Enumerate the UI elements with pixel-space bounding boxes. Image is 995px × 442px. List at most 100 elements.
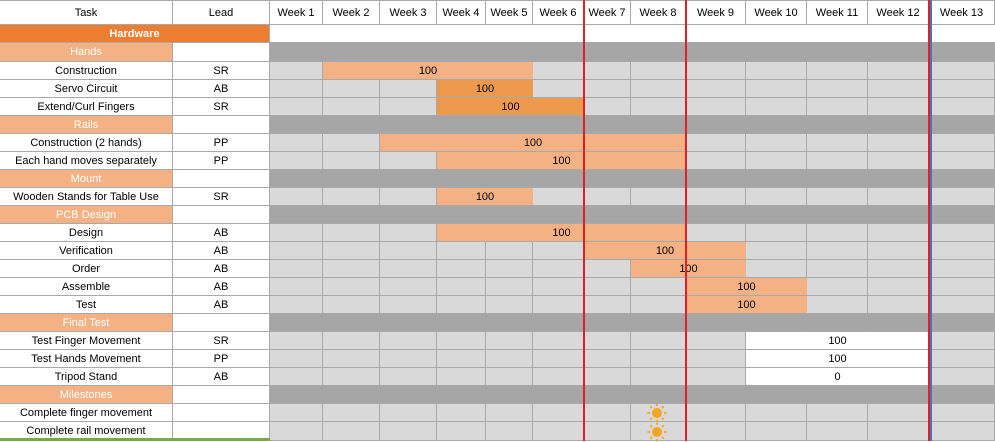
- section-label[interactable]: Mount: [0, 170, 173, 188]
- section-band-cell[interactable]: [323, 206, 380, 224]
- section-band-cell[interactable]: [868, 170, 929, 188]
- week-cell[interactable]: [380, 404, 437, 422]
- week-cell[interactable]: [807, 134, 868, 152]
- week-cell[interactable]: [486, 404, 533, 422]
- week-cell[interactable]: [533, 80, 584, 98]
- task-name[interactable]: Test Finger Movement: [0, 332, 173, 350]
- task-bar[interactable]: 100: [437, 152, 686, 170]
- week-cell[interactable]: [807, 296, 868, 314]
- week-cell[interactable]: [323, 404, 380, 422]
- week-cell[interactable]: [437, 404, 486, 422]
- week-cell[interactable]: [486, 350, 533, 368]
- week-cell[interactable]: [323, 80, 380, 98]
- task-lead[interactable]: AB: [173, 296, 270, 314]
- week-cell[interactable]: [584, 350, 631, 368]
- week-cell[interactable]: [270, 368, 323, 386]
- section-band-cell[interactable]: [323, 386, 380, 404]
- week-cell[interactable]: [533, 350, 584, 368]
- section-band-cell[interactable]: [437, 206, 486, 224]
- section-band-cell[interactable]: [380, 170, 437, 188]
- section-band-cell[interactable]: [270, 170, 323, 188]
- week-cell[interactable]: [584, 368, 631, 386]
- week-cell[interactable]: [270, 62, 323, 80]
- week-cell[interactable]: [437, 350, 486, 368]
- week-cell[interactable]: [323, 368, 380, 386]
- header-week-11[interactable]: Week 11: [807, 0, 868, 25]
- section-band-cell[interactable]: [929, 206, 995, 224]
- week-cell[interactable]: [929, 224, 995, 242]
- week-cell[interactable]: [380, 422, 437, 441]
- week-cell[interactable]: [584, 422, 631, 441]
- task-bar[interactable]: 100: [380, 134, 686, 152]
- task-lead[interactable]: SR: [173, 62, 270, 80]
- week-cell[interactable]: [929, 404, 995, 422]
- section-band-cell[interactable]: [437, 170, 486, 188]
- task-lead[interactable]: PP: [173, 152, 270, 170]
- task-bar[interactable]: 100: [686, 296, 807, 314]
- section-band-cell[interactable]: [868, 116, 929, 134]
- week-cell[interactable]: [746, 260, 807, 278]
- section-band-cell[interactable]: [270, 206, 323, 224]
- task-lead[interactable]: [173, 43, 270, 62]
- section-band-cell[interactable]: [486, 206, 533, 224]
- week-cell[interactable]: [929, 80, 995, 98]
- task-bar[interactable]: 100: [437, 224, 686, 242]
- task-name[interactable]: Each hand moves separately: [0, 152, 173, 170]
- week-cell[interactable]: [270, 224, 323, 242]
- section-band-cell[interactable]: [807, 170, 868, 188]
- task-name[interactable]: Servo Circuit: [0, 80, 173, 98]
- header-week-9[interactable]: Week 9: [686, 0, 746, 25]
- week-cell[interactable]: [631, 368, 686, 386]
- section-band-cell[interactable]: [929, 386, 995, 404]
- week-cell[interactable]: [868, 152, 929, 170]
- week-cell[interactable]: [533, 188, 584, 206]
- section-band-cell[interactable]: [686, 386, 746, 404]
- week-cell[interactable]: [323, 188, 380, 206]
- task-name[interactable]: Test: [0, 296, 173, 314]
- week-cell[interactable]: [584, 98, 631, 116]
- task-lead[interactable]: AB: [173, 368, 270, 386]
- week-cell[interactable]: [746, 404, 807, 422]
- task-name[interactable]: Order: [0, 260, 173, 278]
- section-band-cell[interactable]: [380, 116, 437, 134]
- week-cell[interactable]: [380, 332, 437, 350]
- section-band-cell[interactable]: [486, 116, 533, 134]
- final-test-progress[interactable]: 0: [746, 368, 929, 386]
- week-cell[interactable]: [270, 80, 323, 98]
- section-band-cell[interactable]: [807, 314, 868, 332]
- section-band-cell[interactable]: [746, 206, 807, 224]
- task-name[interactable]: Wooden Stands for Table Use: [0, 188, 173, 206]
- section-label[interactable]: Hardware: [0, 25, 270, 43]
- section-label[interactable]: PCB Design: [0, 206, 173, 224]
- week-cell[interactable]: [631, 98, 686, 116]
- week-cell[interactable]: [533, 368, 584, 386]
- week-cell[interactable]: [486, 260, 533, 278]
- week-cell[interactable]: [323, 296, 380, 314]
- task-name[interactable]: Construction (2 hands): [0, 134, 173, 152]
- section-band-cell[interactable]: [486, 386, 533, 404]
- week-cell[interactable]: [486, 422, 533, 441]
- week-cell[interactable]: [929, 98, 995, 116]
- task-name[interactable]: Construction: [0, 62, 173, 80]
- week-cell[interactable]: [323, 242, 380, 260]
- week-cell[interactable]: [631, 80, 686, 98]
- final-test-progress[interactable]: 100: [746, 332, 929, 350]
- week-cell[interactable]: [686, 368, 746, 386]
- task-lead[interactable]: [173, 206, 270, 224]
- section-band-cell[interactable]: [929, 43, 995, 62]
- week-cell[interactable]: [746, 224, 807, 242]
- week-cell[interactable]: [929, 62, 995, 80]
- week-cell[interactable]: [631, 296, 686, 314]
- week-cell[interactable]: [437, 296, 486, 314]
- header-week-2[interactable]: Week 2: [323, 0, 380, 25]
- header-week-6[interactable]: Week 6: [533, 0, 584, 25]
- section-band-cell[interactable]: [929, 314, 995, 332]
- week-cell[interactable]: [686, 134, 746, 152]
- week-cell[interactable]: [533, 260, 584, 278]
- week-cell[interactable]: [584, 188, 631, 206]
- week-cell[interactable]: [868, 242, 929, 260]
- task-lead[interactable]: AB: [173, 224, 270, 242]
- task-name[interactable]: Tripod Stand: [0, 368, 173, 386]
- week-cell[interactable]: [929, 296, 995, 314]
- week-cell[interactable]: [486, 278, 533, 296]
